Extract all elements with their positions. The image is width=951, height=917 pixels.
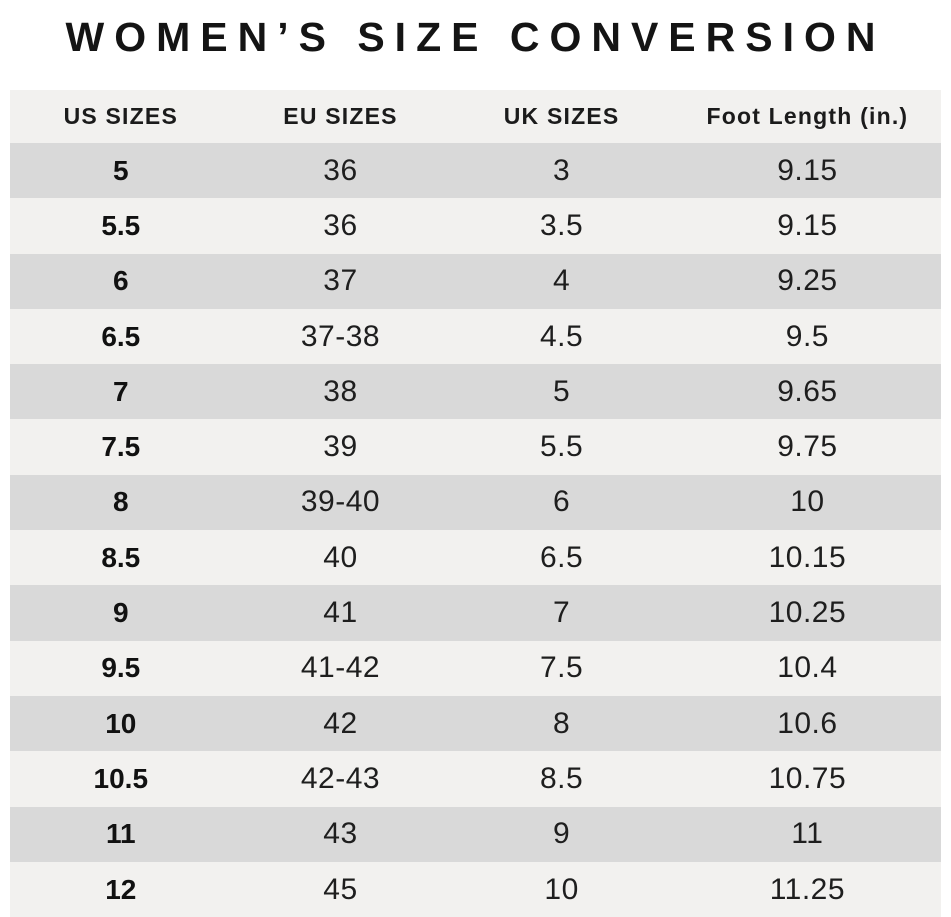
table-cell: 39-40 xyxy=(300,485,381,519)
table-cell: 7.5 xyxy=(101,431,141,463)
size-conversion-table: US SIZES EU SIZES UK SIZES Foot Length (… xyxy=(10,90,941,917)
table-cell: 8.5 xyxy=(101,541,141,573)
table-cell: 10.15 xyxy=(768,540,847,574)
table-cell: 8.5 xyxy=(539,761,584,795)
table-row: 11 43 9 11 xyxy=(10,806,941,862)
table-cell: 5.5 xyxy=(101,209,141,241)
table-cell: 9.65 xyxy=(777,374,838,408)
table-cell: 8 xyxy=(552,706,571,740)
table-cell: 37 xyxy=(323,264,358,298)
table-cell: 9.5 xyxy=(785,319,829,353)
table-cell: 10 xyxy=(544,872,579,906)
table-cell: 38 xyxy=(323,374,358,408)
table-cell: 37-38 xyxy=(300,319,381,353)
table-cell: 3.5 xyxy=(539,208,584,242)
table-cell: 10.4 xyxy=(777,651,838,685)
table-row: 5.5 36 3.5 9.15 xyxy=(10,198,941,254)
table-cell: 41 xyxy=(323,596,358,630)
table-cell: 6 xyxy=(112,265,129,297)
table-cell: 43 xyxy=(323,817,358,851)
table-row: 8 39-40 6 10 xyxy=(10,474,941,531)
table-cell: 6 xyxy=(552,485,571,519)
table-cell: 42 xyxy=(323,706,358,740)
table-cell: 11.25 xyxy=(769,872,846,906)
table-cell: 8 xyxy=(112,486,129,518)
table-cell: 6.5 xyxy=(539,540,584,574)
table-cell: 10.6 xyxy=(777,706,838,740)
table-cell: 11 xyxy=(791,817,824,851)
table-cell: 7 xyxy=(552,596,571,630)
table-row: 8.5 40 6.5 10.15 xyxy=(10,530,941,586)
table-cell: 10 xyxy=(105,707,137,739)
page-title: WOMEN’S SIZE CONVERSION xyxy=(65,14,886,60)
header-row: US SIZES EU SIZES UK SIZES Foot Length (… xyxy=(10,90,941,143)
table-row: 7.5 39 5.5 9.75 xyxy=(10,419,941,475)
table-cell: 10.5 xyxy=(93,762,149,794)
table-cell: 6.5 xyxy=(101,320,141,352)
table-row: 7 38 5 9.65 xyxy=(10,364,941,420)
table-row: 6 37 4 9.25 xyxy=(10,253,941,309)
table-cell: 11 xyxy=(105,818,136,850)
column-header-eu-sizes: EU SIZES xyxy=(283,103,398,129)
table-row: 10.5 42-43 8.5 10.75 xyxy=(10,751,941,807)
table-row: 10 42 8 10.6 xyxy=(10,695,941,752)
table-cell: 36 xyxy=(323,208,358,242)
table-cell: 9.5 xyxy=(101,652,141,684)
table-cell: 4.5 xyxy=(539,319,584,353)
table-row: 9.5 41-42 7.5 10.4 xyxy=(10,640,941,696)
column-header-us-sizes: US SIZES xyxy=(63,103,178,129)
table-cell: 9 xyxy=(552,817,571,851)
column-header-foot-length: Foot Length (in.) xyxy=(706,103,909,129)
table-cell: 36 xyxy=(323,153,358,187)
table-row: 9 41 7 10.25 xyxy=(10,585,941,641)
table-cell: 9.25 xyxy=(777,264,838,298)
table-cell: 39 xyxy=(323,430,358,464)
table-cell: 5 xyxy=(552,374,571,408)
table-cell: 42-43 xyxy=(300,761,381,795)
table-row: 12 45 10 11.25 xyxy=(10,861,941,917)
table-cell: 10.25 xyxy=(768,596,847,630)
table-cell: 40 xyxy=(323,540,358,574)
table-cell: 7.5 xyxy=(539,651,584,685)
table-cell: 45 xyxy=(323,872,358,906)
table-cell: 5 xyxy=(112,154,129,186)
table-cell: 12 xyxy=(105,873,137,905)
table-cell: 7 xyxy=(112,375,129,407)
table-body: 5 36 3 9.15 5.5 36 3.5 9.15 6 37 4 9.25 6.5 37-38 4.5 9… xyxy=(10,143,941,917)
table-cell: 9 xyxy=(112,597,129,629)
table-cell: 9.15 xyxy=(777,208,838,242)
table-cell: 3 xyxy=(552,153,571,187)
table-row: 6.5 37-38 4.5 9.5 xyxy=(10,308,941,365)
table-cell: 9.75 xyxy=(777,430,838,464)
table-cell: 9.15 xyxy=(777,153,838,187)
table-cell: 10.75 xyxy=(768,761,847,795)
table-row: 5 36 3 9.15 xyxy=(10,143,941,199)
table-cell: 5.5 xyxy=(539,430,584,464)
column-header-uk-sizes: UK SIZES xyxy=(503,103,620,129)
table-cell: 4 xyxy=(552,264,571,298)
table-cell: 10 xyxy=(790,485,825,519)
table-cell: 41-42 xyxy=(300,651,381,685)
